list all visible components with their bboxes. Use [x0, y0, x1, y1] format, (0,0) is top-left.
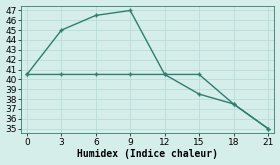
X-axis label: Humidex (Indice chaleur): Humidex (Indice chaleur): [77, 149, 218, 159]
